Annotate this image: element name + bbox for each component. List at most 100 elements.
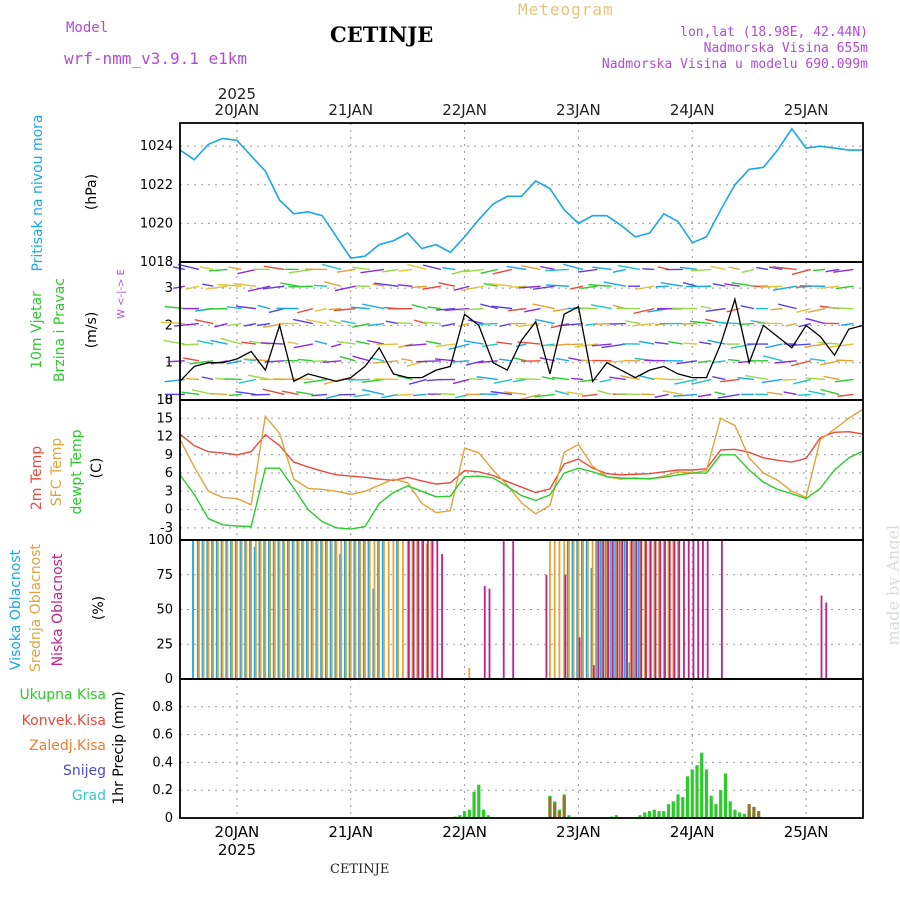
precip-total-bar: [695, 765, 699, 818]
wind-arrow: [405, 343, 427, 347]
wind-arrow: [226, 305, 242, 310]
cloud-mid-bar: [648, 540, 651, 679]
y-tick-label: 12: [156, 430, 173, 445]
wind-arrow: [236, 305, 256, 310]
cloud-mid-bar: [259, 540, 262, 679]
wind-arrow: [714, 391, 726, 396]
wind-arrow: [334, 285, 356, 292]
cloud-high-bar: [614, 540, 617, 679]
wind-arrow: [534, 393, 555, 398]
cloud-mid-bar: [307, 540, 309, 679]
wind-arrow: [374, 282, 399, 287]
cloud-mid-bar: [658, 540, 660, 679]
wind-arrow: [698, 360, 712, 363]
top-day-label: 22JAN: [442, 101, 487, 119]
cloud-high-bar: [258, 540, 261, 679]
wind-arrow: [361, 378, 385, 383]
cloud-low-bar: [820, 595, 823, 679]
wind-arrow: [542, 376, 555, 381]
wind-arrow: [638, 340, 655, 345]
cloud-low-bar: [621, 540, 624, 679]
y-tick-label: 75: [156, 568, 173, 583]
wind-arrow: [540, 265, 555, 271]
bottom-day-label: 21JAN: [328, 823, 373, 841]
wind-arrow: [805, 317, 826, 325]
precip-conv-bar: [548, 797, 552, 818]
wind-arrow: [668, 340, 683, 345]
cloud-mid-bar: [591, 540, 594, 679]
cloud-high-bar: [585, 540, 588, 679]
precip-conv-bar: [553, 802, 557, 818]
cloud-mid-bar: [624, 540, 627, 679]
wind-arrow: [247, 285, 271, 292]
cloud-high-bar: [609, 540, 612, 679]
cloud-low-bar: [436, 540, 439, 679]
cloud-mid-bar: [349, 540, 352, 679]
precip-total-bar: [614, 815, 618, 818]
cloud-low-bar: [602, 540, 605, 679]
wind-arrow: [325, 393, 342, 400]
wind-arrow: [580, 285, 598, 290]
wind-arrow: [476, 360, 498, 364]
wind-arrow: [350, 306, 370, 310]
cloud-high-bar: [310, 540, 313, 679]
cloud-low-bar: [431, 540, 434, 679]
precip-total-bar: [567, 815, 571, 818]
wind-arrow: [311, 393, 328, 397]
wind-arrow: [506, 265, 527, 271]
precip-total-bar: [709, 795, 713, 818]
top-day-label: 23JAN: [556, 101, 601, 119]
wind-arrow: [367, 322, 385, 327]
wind-arrow: [512, 356, 527, 362]
wind-arrow: [339, 355, 356, 362]
wind-arrow: [314, 340, 328, 345]
cloud-mid-bar: [672, 540, 675, 679]
cloud-low-ylabel: Niska Oblacnost: [50, 553, 66, 666]
wind-arrow: [829, 343, 854, 348]
precip-total-bar: [467, 809, 471, 818]
cloud-mid-bar: [202, 540, 205, 679]
cloud-low-bar: [564, 574, 567, 679]
altitude-label: Nadmorska Visina 655m: [703, 41, 868, 56]
cloud-mid-bar: [240, 540, 243, 679]
cloud-mid-bar: [416, 540, 419, 679]
cloud-mid-bar: [605, 540, 608, 679]
cloud-mid-bar: [321, 540, 324, 679]
wind-arrow: [293, 343, 313, 349]
cloud-low-bar: [611, 540, 614, 679]
wind-arrow: [508, 307, 527, 312]
wind-arrow: [480, 303, 498, 310]
wind-arrow: [460, 307, 484, 311]
cloud-high-bar: [381, 540, 384, 679]
cloud-low-bar: [683, 540, 685, 679]
wind-arrow: [282, 390, 299, 396]
wind-arrow: [201, 376, 214, 381]
bottom-day-label: 20JAN: [215, 823, 260, 841]
cloud-mid-bar: [283, 540, 286, 679]
wind-arrow: [202, 283, 214, 287]
wind-arrow: [237, 268, 257, 275]
cloud-mid-bar: [297, 540, 300, 679]
cloud-high-bar: [348, 540, 351, 679]
wind-arrow: [467, 319, 484, 325]
wind-ylabel-sub: Brzina i Pravac: [52, 278, 68, 382]
wind-arrow: [819, 285, 840, 289]
wind-arrow: [554, 390, 570, 396]
wind-arrow: [382, 268, 399, 273]
wind-arrow: [496, 341, 513, 345]
temp-sfc-line: [179, 408, 864, 515]
meteogram-label: Meteogram: [518, 0, 614, 19]
wind-arrow: [778, 303, 797, 310]
wind-arrow: [442, 266, 456, 271]
wind-arrow: [183, 357, 200, 362]
wind-arrow: [398, 268, 413, 272]
cloud-low-bar: [616, 540, 619, 679]
cloud-mid-bar: [231, 540, 234, 679]
cloud-mid-bar: [667, 540, 670, 679]
cloud-high-bar: [396, 540, 398, 679]
wind-arrow: [835, 285, 854, 290]
wind-arrow: [828, 307, 854, 310]
cloud-mid-bar: [217, 540, 219, 679]
wind-arrow: [594, 322, 612, 325]
cloud-low-bar: [825, 602, 828, 679]
